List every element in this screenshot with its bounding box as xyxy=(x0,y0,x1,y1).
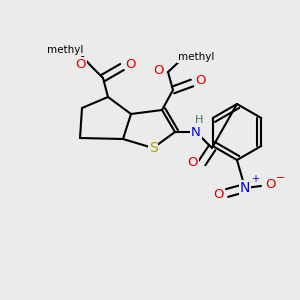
Text: S: S xyxy=(148,141,158,155)
Text: methyl: methyl xyxy=(178,52,214,62)
Text: O: O xyxy=(265,178,275,190)
Text: N: N xyxy=(191,125,201,139)
Text: N: N xyxy=(240,181,250,195)
Text: O: O xyxy=(188,157,198,169)
Text: O: O xyxy=(154,64,164,77)
Text: −: − xyxy=(276,173,286,183)
Text: O: O xyxy=(196,74,206,88)
Text: H: H xyxy=(195,115,203,125)
Text: O: O xyxy=(76,58,86,70)
Text: O: O xyxy=(126,58,136,71)
Text: O: O xyxy=(214,188,224,202)
Text: methyl: methyl xyxy=(47,45,83,55)
Text: +: + xyxy=(251,174,259,184)
